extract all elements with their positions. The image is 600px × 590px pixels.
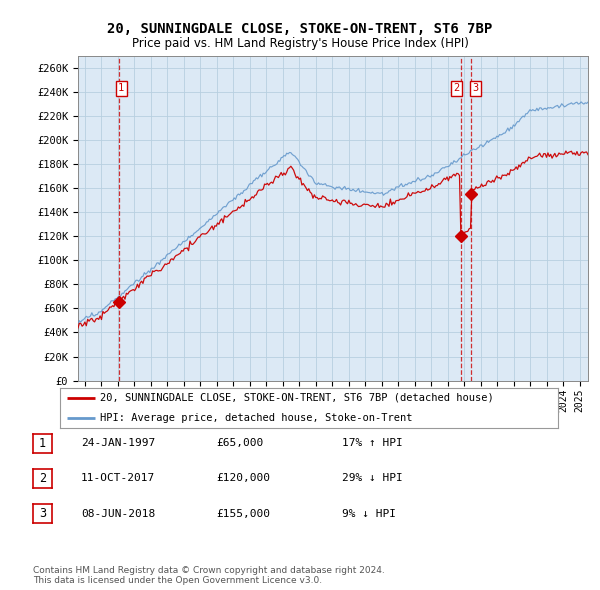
Text: 1: 1 xyxy=(39,437,46,450)
Text: 20, SUNNINGDALE CLOSE, STOKE-ON-TRENT, ST6 7BP: 20, SUNNINGDALE CLOSE, STOKE-ON-TRENT, S… xyxy=(107,22,493,37)
Text: Contains HM Land Registry data © Crown copyright and database right 2024.
This d: Contains HM Land Registry data © Crown c… xyxy=(33,566,385,585)
Text: 3: 3 xyxy=(39,507,46,520)
Text: HPI: Average price, detached house, Stoke-on-Trent: HPI: Average price, detached house, Stok… xyxy=(100,413,412,422)
Text: 17% ↑ HPI: 17% ↑ HPI xyxy=(342,438,403,448)
Text: 9% ↓ HPI: 9% ↓ HPI xyxy=(342,509,396,519)
Text: 29% ↓ HPI: 29% ↓ HPI xyxy=(342,474,403,483)
Text: 2: 2 xyxy=(454,84,460,93)
Text: £120,000: £120,000 xyxy=(216,474,270,483)
Text: 1: 1 xyxy=(118,84,124,93)
Text: 08-JUN-2018: 08-JUN-2018 xyxy=(81,509,155,519)
Text: 3: 3 xyxy=(472,84,479,93)
Text: 2: 2 xyxy=(39,472,46,485)
Text: £155,000: £155,000 xyxy=(216,509,270,519)
Text: £65,000: £65,000 xyxy=(216,438,263,448)
Text: 11-OCT-2017: 11-OCT-2017 xyxy=(81,474,155,483)
Text: 24-JAN-1997: 24-JAN-1997 xyxy=(81,438,155,448)
Text: Price paid vs. HM Land Registry's House Price Index (HPI): Price paid vs. HM Land Registry's House … xyxy=(131,37,469,50)
Text: 20, SUNNINGDALE CLOSE, STOKE-ON-TRENT, ST6 7BP (detached house): 20, SUNNINGDALE CLOSE, STOKE-ON-TRENT, S… xyxy=(100,393,494,402)
